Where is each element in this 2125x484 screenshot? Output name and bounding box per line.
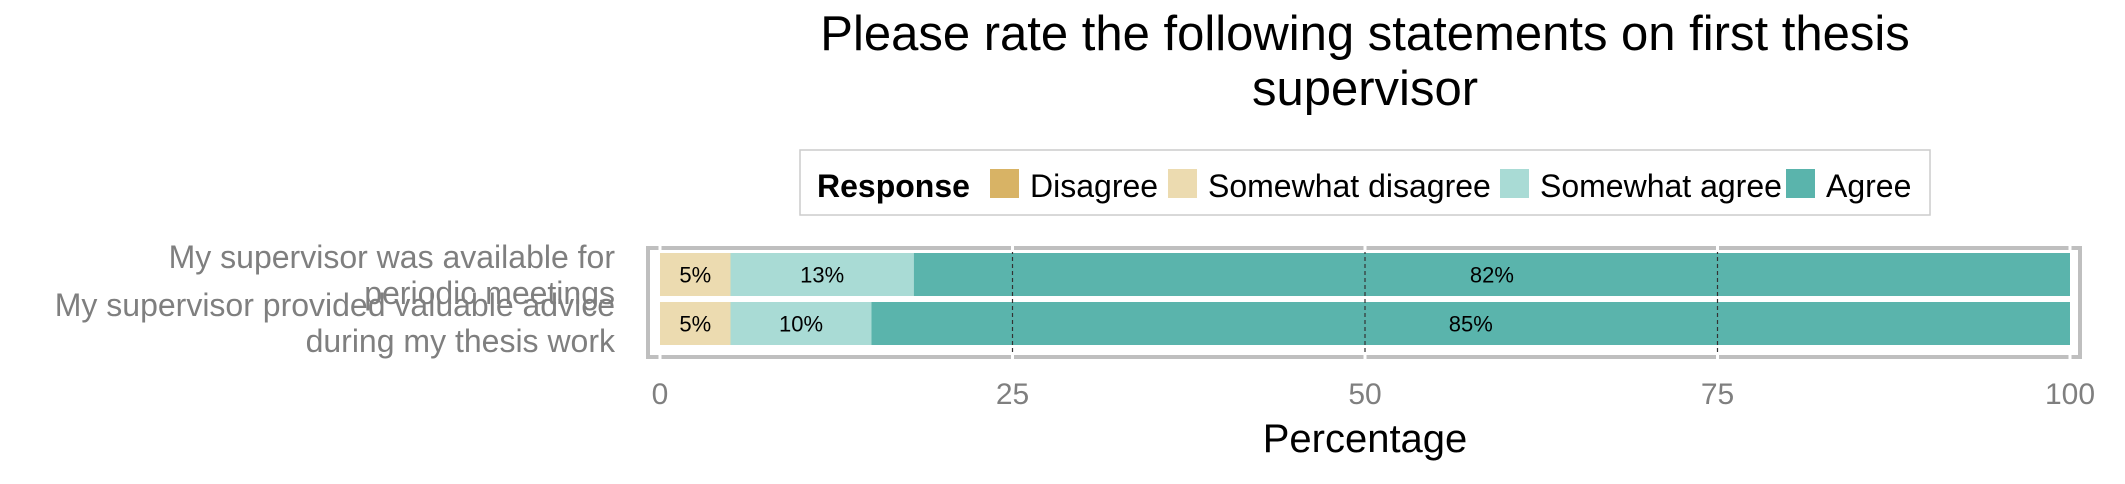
x-axis: 0 25 50 75 100 Percentage [652,378,2095,461]
data-label: 5% [679,312,711,337]
bar-segment [730,253,914,296]
data-label: 85% [1449,312,1493,337]
x-tick-label: 75 [1701,378,1734,411]
legend-swatch [1786,169,1815,198]
x-tick-label: 0 [652,378,669,411]
x-tick-label: 100 [2045,378,2095,411]
x-tick-label: 25 [996,378,1029,411]
bar-segment [660,253,731,296]
legend: Response Disagree Somewhat disagree Somewha… [799,149,1931,216]
chart-title: Please rate the following statements on … [820,7,1909,116]
data-label: 13% [800,263,844,288]
category-labels: My supervisor was available forperiodic … [55,239,616,359]
bar-segment [730,302,872,345]
legend-box [799,149,1931,216]
category-label: periodic meetings [364,275,615,311]
category-label: My supervisor provided valuable advice [55,287,615,323]
legend-swatch [990,169,1019,198]
legend-swatch [1168,169,1197,198]
legend-title: Response [817,168,970,204]
chart-title-line: supervisor [1252,62,1478,116]
bar-segment [871,302,2070,345]
legend-swatch [1500,169,1529,198]
legend-entry-label: Somewhat disagree [1208,168,1491,204]
data-label: 10% [779,312,823,337]
bar-segment [660,302,731,345]
x-axis-title: Percentage [1263,417,1468,461]
legend-entry-label: Agree [1826,168,1911,204]
legend-entry-label: Somewhat agree [1540,168,1782,204]
plot-area: 5% 13% 82% 5% 10% 85% [646,245,2082,360]
chart-title-line: Please rate the following statements on … [820,7,1909,61]
bar-segment [913,253,2070,296]
legend-entry-label: Disagree [1030,168,1158,204]
category-label: My supervisor was available for [169,239,616,275]
data-label: 82% [1470,263,1514,288]
data-label: 5% [679,263,711,288]
category-label: during my thesis work [306,323,616,359]
x-tick-label: 50 [1348,378,1381,411]
